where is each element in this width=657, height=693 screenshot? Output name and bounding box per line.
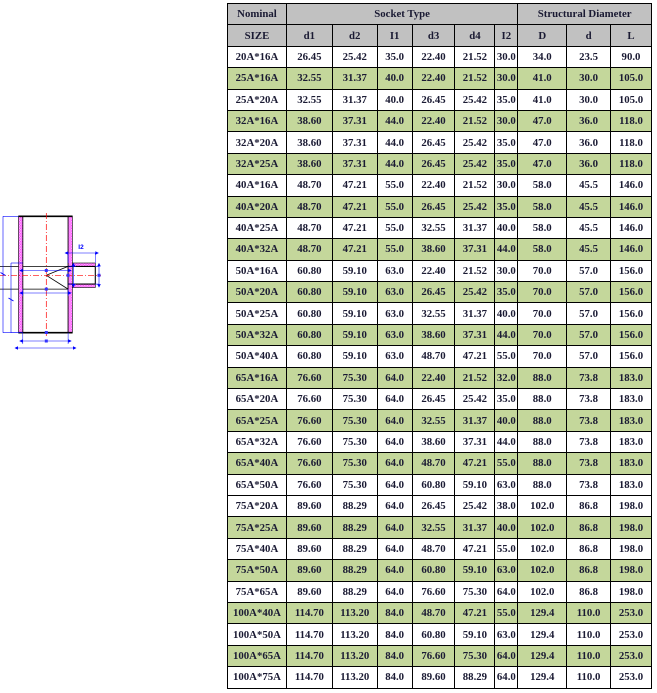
svg-text:I2: I2 bbox=[78, 244, 84, 251]
